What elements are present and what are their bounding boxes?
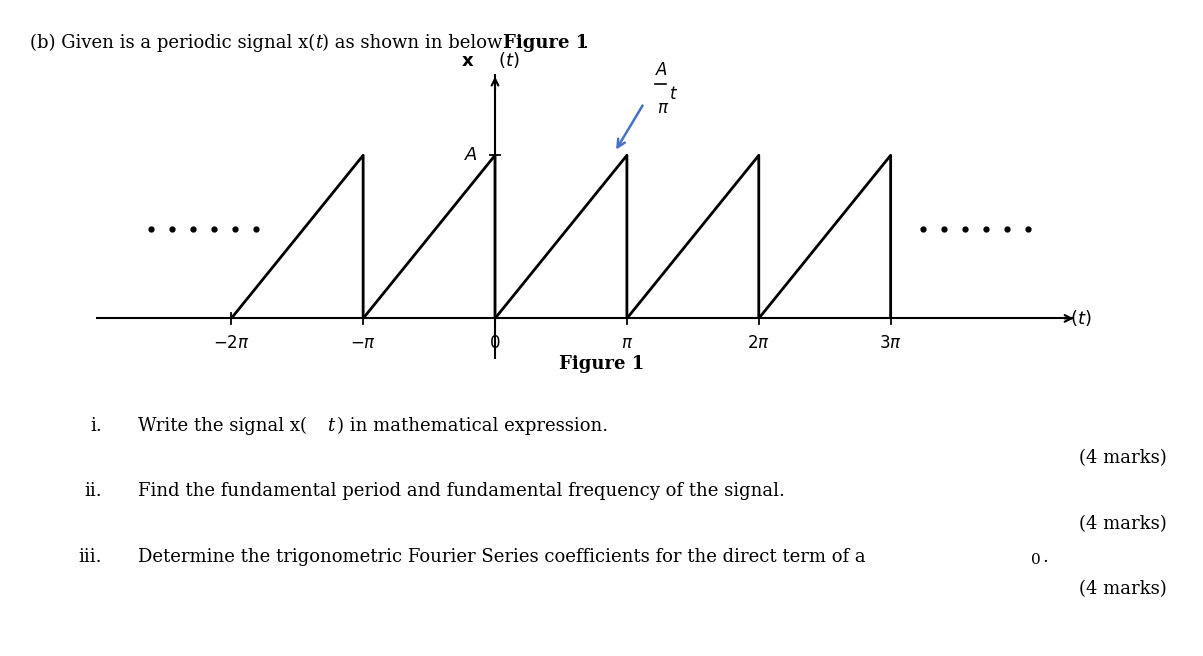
Text: (b) Given is a periodic signal x(: (b) Given is a periodic signal x( (30, 33, 315, 52)
Text: $(t)$: $(t)$ (498, 51, 520, 70)
Text: $-\pi$: $-\pi$ (350, 335, 377, 352)
Text: $0$: $0$ (490, 335, 500, 352)
Text: Write the signal x(: Write the signal x( (138, 417, 307, 435)
Text: Determine the trigonometric Fourier Series coefficients for the direct term of a: Determine the trigonometric Fourier Seri… (138, 548, 866, 565)
Text: 0: 0 (1031, 553, 1041, 567)
Text: Figure 1: Figure 1 (559, 355, 644, 373)
Text: (4 marks): (4 marks) (1079, 449, 1167, 467)
Text: iii.: iii. (78, 548, 102, 565)
Text: ) as shown in below: ) as shown in below (322, 33, 509, 52)
Text: (4 marks): (4 marks) (1079, 581, 1167, 598)
Text: $\pi$: $\pi$ (657, 100, 669, 117)
Text: $t$: $t$ (669, 87, 678, 104)
Text: $A$: $A$ (464, 146, 479, 164)
Text: i.: i. (90, 417, 102, 434)
Text: $\pi$: $\pi$ (621, 335, 633, 352)
Text: .: . (1042, 548, 1048, 565)
Text: $A$: $A$ (654, 62, 668, 79)
Text: ) in mathematical expression.: ) in mathematical expression. (337, 417, 608, 435)
Text: $2\pi$: $2\pi$ (747, 335, 770, 352)
Text: $(t)$: $(t)$ (1071, 308, 1091, 329)
Text: Figure 1: Figure 1 (503, 33, 588, 52)
Text: ii.: ii. (84, 482, 102, 500)
Text: $-2\pi$: $-2\pi$ (213, 335, 250, 352)
Text: t: t (327, 417, 334, 434)
Text: $\mathbf{x}$: $\mathbf{x}$ (461, 52, 474, 70)
Text: t: t (315, 33, 322, 52)
Text: .: . (582, 33, 588, 52)
Text: (4 marks): (4 marks) (1079, 515, 1167, 533)
Text: $3\pi$: $3\pi$ (879, 335, 902, 352)
Text: Find the fundamental period and fundamental frequency of the signal.: Find the fundamental period and fundamen… (138, 482, 786, 500)
